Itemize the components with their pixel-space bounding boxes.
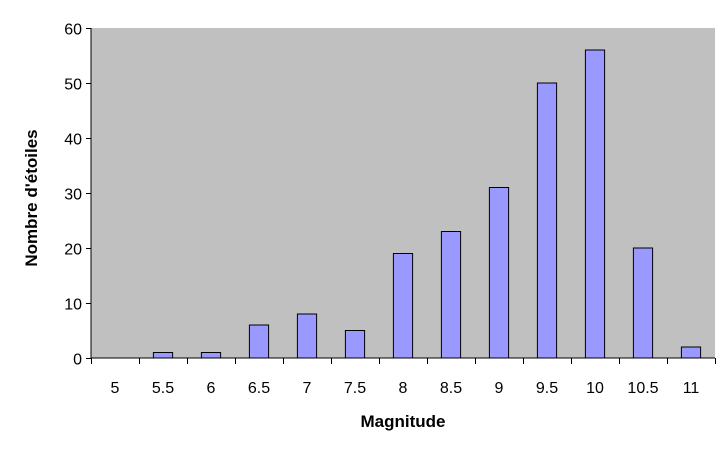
y-tick-label-40: 40 bbox=[64, 132, 82, 149]
bar-11 bbox=[680, 346, 702, 359]
bar-10 bbox=[584, 49, 606, 359]
axes-group bbox=[86, 28, 716, 364]
x-tick-label-10: 10 bbox=[586, 380, 604, 397]
x-tick-label-6.5: 6.5 bbox=[248, 380, 270, 397]
bar-7.5 bbox=[344, 330, 366, 359]
y-axis-title: Nombre d'étoiles bbox=[22, 129, 41, 266]
x-axis-title: Magnitude bbox=[361, 412, 446, 431]
x-tick-label-8: 8 bbox=[399, 380, 408, 397]
x-tick-label-11: 11 bbox=[683, 380, 700, 397]
bar-7 bbox=[296, 313, 318, 359]
x-tick-label-7: 7 bbox=[303, 380, 312, 397]
y-tick-label-10: 10 bbox=[64, 297, 82, 314]
x-tick-label-10.5: 10.5 bbox=[627, 380, 658, 397]
bar-8 bbox=[392, 253, 414, 359]
x-tick-labels: 5 5.5 6 6.5 7 7.5 8 8.5 9 9.5 10 10.5 11 bbox=[111, 380, 700, 397]
y-tick-labels: 0 10 20 30 40 50 60 bbox=[64, 22, 82, 369]
x-tick-label-6: 6 bbox=[207, 380, 216, 397]
x-tick-label-5: 5 bbox=[111, 380, 120, 397]
x-tick-label-7.5: 7.5 bbox=[344, 380, 366, 397]
y-tick-label-50: 50 bbox=[64, 77, 82, 94]
bar-5.5 bbox=[152, 352, 174, 359]
y-tick-label-60: 60 bbox=[64, 22, 82, 39]
bar-6.5 bbox=[248, 324, 270, 359]
x-tick-label-9.5: 9.5 bbox=[536, 380, 558, 397]
x-tick-label-9: 9 bbox=[495, 380, 504, 397]
bar-6 bbox=[200, 352, 222, 359]
bar-10.5 bbox=[632, 247, 654, 359]
x-tick-label-8.5: 8.5 bbox=[440, 380, 462, 397]
x-tick-label-5.5: 5.5 bbox=[152, 380, 174, 397]
y-tick-label-0: 0 bbox=[73, 352, 82, 369]
bar-9.5 bbox=[536, 82, 558, 359]
bar-8.5 bbox=[440, 231, 462, 359]
y-tick-label-30: 30 bbox=[64, 187, 82, 204]
y-tick-label-20: 20 bbox=[64, 242, 82, 259]
bars-group bbox=[152, 49, 702, 359]
bar-9 bbox=[488, 187, 510, 359]
